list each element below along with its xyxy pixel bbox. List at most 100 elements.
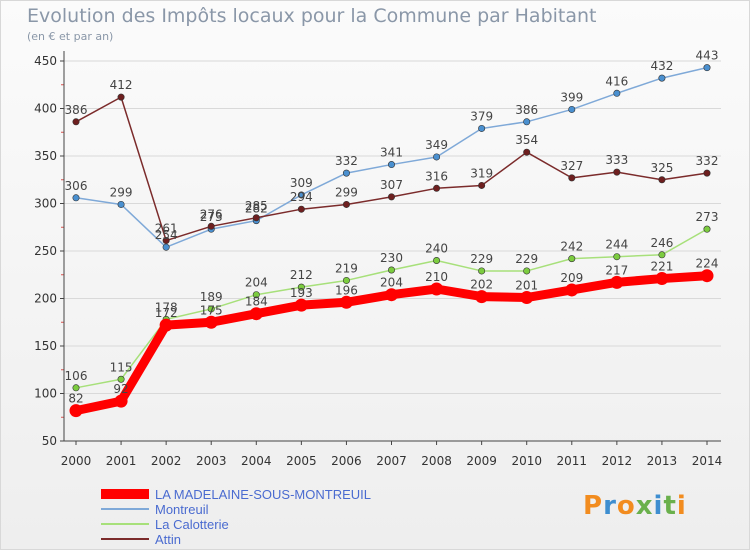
x-tick-label: 2013 [647,454,678,468]
data-label: 204 [380,276,403,290]
data-point [433,256,441,264]
data-point [162,237,170,245]
data-point [204,315,218,329]
data-point [658,251,666,259]
data-point [117,200,125,208]
data-label: 230 [380,251,403,265]
data-label: 306 [65,179,88,193]
data-point [69,404,83,418]
data-point [117,93,125,101]
data-point [207,305,215,313]
y-tick-label: 200 [34,292,57,306]
data-label: 189 [200,290,223,304]
data-point [703,225,711,233]
legend-label: La Calotterie [155,517,229,532]
data-label: 316 [425,169,448,183]
data-label: 399 [560,90,583,104]
data-label: 240 [425,242,448,256]
data-point [342,276,350,284]
logo-letter: i [653,491,664,521]
data-point [252,291,260,299]
data-point [342,169,350,177]
data-label: 349 [425,138,448,152]
data-point [72,194,80,202]
data-point [117,375,125,383]
x-tick-label: 2002 [151,454,182,468]
data-point [252,214,260,222]
data-point [610,275,624,289]
data-label: 319 [470,166,493,180]
y-tick-label: 400 [34,102,57,116]
data-point [159,318,173,332]
legend-label: Attin [155,532,182,547]
data-point [72,384,80,392]
data-label: 115 [110,360,133,374]
legend-swatch [101,508,149,510]
data-point [658,74,666,82]
data-point [478,267,486,275]
data-label: 217 [605,263,628,277]
legend-label: Montreuil [155,502,209,517]
data-point [568,174,576,182]
data-label: 325 [650,161,673,175]
data-label: 432 [650,59,673,73]
series-line [75,96,708,242]
data-point [568,105,576,113]
data-label: 332 [696,154,719,168]
x-tick-label: 2005 [286,454,317,468]
data-label: 276 [200,207,223,221]
y-tick-label: 250 [34,244,57,258]
data-label: 354 [515,133,538,147]
data-label: 175 [200,303,223,317]
x-tick-label: 2012 [602,454,633,468]
x-tick-label: 2000 [61,454,92,468]
data-label: 261 [155,222,178,236]
data-label: 92 [113,382,128,396]
data-label: 229 [515,252,538,266]
x-tick-label: 2001 [106,454,137,468]
data-label: 204 [245,276,268,290]
y-tick-label: 350 [34,149,57,163]
data-label: 201 [515,279,538,293]
data-point [523,148,531,156]
logo-letter: x [635,491,654,521]
data-label: 209 [560,271,583,285]
x-tick-label: 2011 [557,454,588,468]
data-point [162,243,170,251]
data-label: 242 [560,240,583,254]
data-point [387,161,395,169]
axes: 50 100 150 200 250 300 350 400 450 2000 2001 2002 20… [34,51,722,468]
proxiti-logo: Proxiti [583,491,687,521]
data-label: 386 [515,103,538,117]
data-label: 273 [200,210,223,224]
data-label: 299 [110,185,133,199]
data-labels: 82 92 172 175 184 193 196 204 210 202 201 209 217 221… [65,49,719,406]
x-tick-label: 2009 [466,454,497,468]
data-point [294,298,308,312]
data-label: 341 [380,146,403,160]
data-label: 210 [425,270,448,284]
data-point [387,266,395,274]
data-point [339,295,353,309]
data-label: 224 [696,257,719,271]
data-point [703,64,711,72]
data-point [72,118,80,126]
chart-subtitle: (en € et par an) [27,30,114,43]
data-label: 282 [245,202,268,216]
legend-swatch [101,538,149,540]
data-point [565,283,579,297]
x-tick-label: 2014 [692,454,723,468]
data-point [655,272,669,286]
data-label: 416 [605,74,628,88]
x-tick-label: 2006 [331,454,362,468]
data-label: 196 [335,283,358,297]
data-label: 443 [696,49,719,63]
data-point [703,169,711,177]
chart-title: Evolution des Impôts locaux pour la Comm… [27,5,597,27]
data-label: 229 [470,252,493,266]
data-point [433,153,441,161]
logo-letter: P [583,491,604,521]
logo-letter: i [676,491,687,521]
data-point [342,200,350,208]
data-point [568,255,576,263]
